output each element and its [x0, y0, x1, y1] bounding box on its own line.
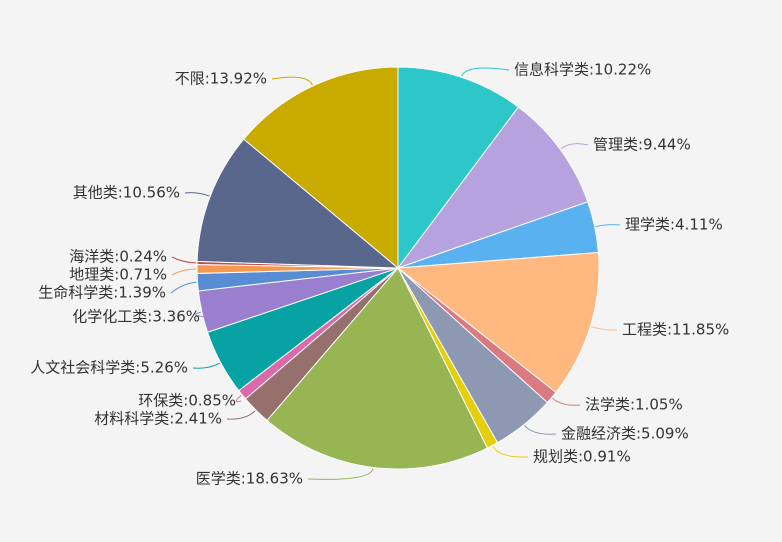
slice-label: 工程类:11.85%	[622, 321, 729, 339]
leader-line	[595, 224, 621, 228]
slice-label: 医学类:18.63%	[196, 470, 303, 488]
leader-line	[591, 326, 618, 331]
slices-layer	[196, 66, 600, 470]
slice-label: 化学化工类:3.36%	[72, 308, 200, 326]
slice-label: 海洋类:0.24%	[69, 248, 167, 266]
leader-line	[461, 67, 510, 77]
leader-line	[226, 410, 256, 420]
slice-label: 人文社会科学类:5.26%	[30, 359, 188, 377]
slice-label: 环保类:0.85%	[138, 392, 236, 410]
pie-slice[interactable]	[243, 66, 399, 270]
slice-label: 材料科学类:2.41%	[94, 410, 222, 428]
leader-line	[271, 76, 313, 86]
slice-label: 理学类:4.11%	[625, 216, 723, 234]
slice-label: 地理类:0.71%	[69, 266, 167, 284]
leader-line	[171, 268, 197, 276]
slice-label: 规划类:0.91%	[533, 448, 631, 466]
slice-label: 法学类:1.05%	[585, 396, 683, 414]
slice-label: 管理类:9.44%	[593, 136, 691, 154]
slice-label: 生命科学类:1.39%	[38, 284, 166, 302]
labels-layer: 信息科学类:10.22% 管理类:9.44% 理学类:4.11% 工程类:11.85%…	[30, 61, 729, 488]
leader-line	[552, 397, 581, 406]
pie-slice[interactable]	[196, 138, 400, 269]
slice-label: 其他类:10.56%	[73, 184, 180, 202]
leader-line	[184, 192, 210, 197]
leader-line	[492, 446, 529, 458]
slice-label: 金融经济类:5.09%	[561, 425, 689, 443]
leader-line	[560, 143, 589, 150]
slice-label: 信息科学类:10.22%	[514, 61, 651, 79]
leader-line	[235, 395, 242, 403]
leader-line	[192, 362, 221, 369]
slice-label: 不限:13.92%	[175, 70, 267, 88]
leader-line	[171, 256, 197, 264]
pie-slice[interactable]	[396, 251, 600, 394]
leader-line	[195, 311, 206, 318]
leader-line	[307, 468, 374, 480]
leader-lines-layer	[170, 67, 621, 480]
pie-slice[interactable]	[396, 106, 589, 270]
pie-slice[interactable]	[397, 66, 520, 270]
leader-line	[170, 281, 197, 294]
leader-line	[524, 425, 557, 435]
pie-slice[interactable]	[266, 267, 489, 470]
